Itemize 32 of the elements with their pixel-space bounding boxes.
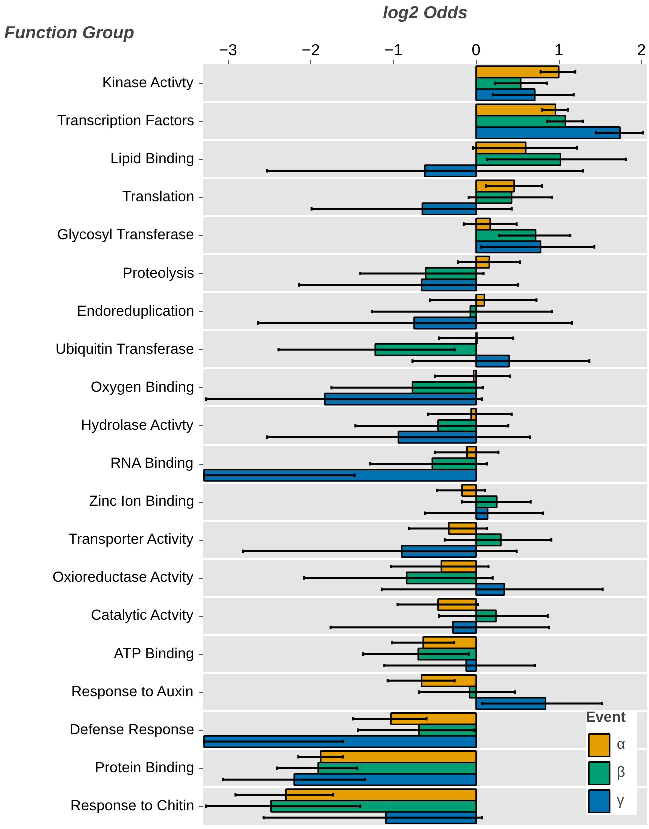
y-tick-label: Glycosyl Transferase [57, 228, 194, 244]
y-tick-label: Translation [122, 190, 195, 206]
y-tick-label: Zinc Ion Binding [89, 494, 195, 510]
y-tick-label: Transcription Factors [57, 114, 195, 130]
y-tick-label: Proteolysis [122, 266, 195, 282]
y-tick-label: Ubiquitin Transferase [56, 342, 194, 358]
x-tick-label: 2 [637, 42, 646, 60]
x-tick-label: −1 [384, 42, 403, 60]
x-axis-title: log2 Odds [383, 2, 468, 22]
x-tick-label: −2 [302, 42, 320, 60]
y-tick-label: Lipid Binding [110, 152, 195, 168]
y-tick-label: Protein Binding [95, 760, 195, 776]
y-tick-label: Catalytic Actvity [91, 608, 194, 624]
y-tick-label: Oxygen Binding [91, 380, 195, 396]
y-tick-label: Oxioreductase Actvity [52, 570, 194, 586]
y-tick-label: Response to Chitin [70, 798, 195, 814]
y-tick-label: RNA Binding [110, 456, 194, 472]
y-tick-label: ATP Binding [114, 646, 194, 662]
legend-label: γ [617, 793, 626, 809]
y-tick-label: Defense Response [70, 722, 195, 738]
legend-label: α [617, 737, 626, 753]
y-tick-label: Hydrolase Activty [81, 418, 194, 434]
legend-label: β [617, 765, 626, 781]
y-tick-label: Endoreduplication [77, 304, 195, 320]
legend-title: Event [586, 710, 627, 726]
x-tick-label: 0 [472, 42, 481, 60]
y-tick-label: Transporter Activity [68, 532, 194, 548]
y-tick-label: Kinase Activty [102, 76, 194, 92]
x-tick-label: 1 [554, 42, 564, 60]
y-tick-label: Response to Auxin [71, 684, 194, 700]
y-axis-title: Function Group [4, 22, 135, 42]
x-tick-label: −3 [219, 42, 238, 60]
